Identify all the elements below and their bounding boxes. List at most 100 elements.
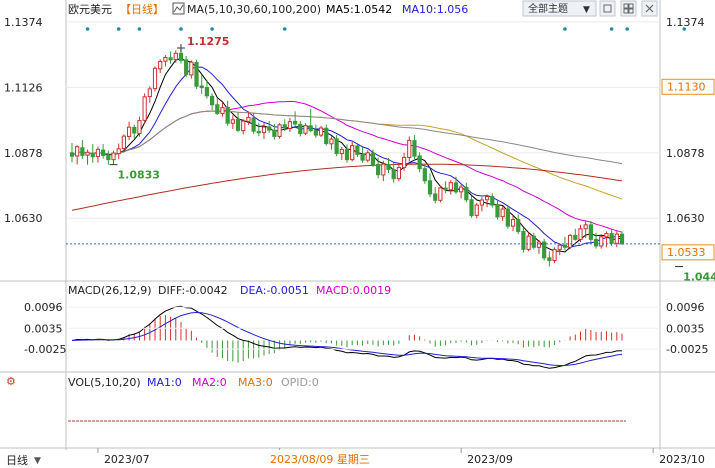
- candle-body: [163, 56, 168, 62]
- candle-body: [267, 126, 272, 131]
- event-marker: [609, 27, 614, 31]
- fullscreen-icon: [603, 4, 612, 13]
- candle-body: [215, 104, 220, 114]
- candle-body: [542, 241, 547, 259]
- candle-body: [184, 59, 189, 75]
- candle-body: [536, 241, 542, 248]
- candle-body: [235, 119, 241, 131]
- candle-body: [272, 129, 277, 137]
- price-tick-right: 1.0878: [666, 147, 705, 160]
- chevron-down-icon: ▼: [583, 5, 590, 15]
- candle-body: [562, 244, 568, 248]
- candle-body: [588, 224, 593, 240]
- fullscreen-button[interactable]: [599, 0, 616, 17]
- candle-body: [126, 126, 132, 137]
- candle-body: [152, 67, 158, 90]
- close-icon: [645, 4, 654, 13]
- candle-body: [443, 187, 448, 191]
- candle-body: [158, 60, 163, 70]
- candle-body: [324, 127, 329, 145]
- macd-diff-value: DIFF:-0.0042: [158, 284, 228, 297]
- chevron-down-icon[interactable]: ▼: [34, 456, 41, 466]
- price-annotations: 1.1275 1.0833 1.0447: [109, 35, 715, 284]
- candle-body: [95, 148, 101, 157]
- crosshair-date-box: [268, 450, 374, 466]
- theme-dropdown[interactable]: [522, 0, 597, 17]
- candle-body: [479, 199, 485, 206]
- candle-body: [132, 126, 137, 134]
- vol-opid: OPID:0: [281, 376, 319, 389]
- candle-body: [578, 228, 583, 240]
- candle-body: [303, 125, 308, 134]
- annotation-label: 1.0833: [118, 169, 160, 182]
- ma5-value: MA5:1.0542: [326, 3, 392, 16]
- candle-body: [557, 244, 562, 250]
- candle-body: [459, 186, 464, 193]
- highlight-price-value: 1.1130: [667, 80, 706, 93]
- candle-body: [137, 120, 142, 135]
- candle-body: [85, 151, 90, 156]
- period-label[interactable]: 【日线】: [120, 2, 164, 16]
- candle-body: [318, 127, 324, 136]
- candle-body: [412, 140, 417, 157]
- candle-body: [593, 238, 599, 247]
- event-markers: [85, 27, 687, 31]
- event-marker: [116, 27, 121, 31]
- candle-body: [484, 196, 490, 201]
- grid-icon: [623, 3, 634, 14]
- event-marker: [625, 27, 629, 31]
- candle-body: [401, 157, 407, 169]
- event-marker: [682, 27, 687, 31]
- event-marker: [563, 27, 567, 31]
- candle-body: [313, 130, 318, 136]
- candle-body: [407, 139, 412, 159]
- candle-body: [396, 167, 401, 180]
- candle-body: [370, 152, 376, 166]
- macd-histogram-value: MACD:0.0019: [316, 284, 391, 297]
- event-marker: [137, 27, 142, 31]
- event-marker: [179, 27, 183, 31]
- vol-ma2: MA2:0: [192, 376, 227, 389]
- candle-body: [609, 233, 614, 244]
- price-tick-left: 1.0878: [4, 147, 43, 160]
- annotation-label: 1.0447: [683, 271, 715, 284]
- candle-body: [505, 208, 510, 227]
- candle-body: [547, 257, 552, 261]
- ma10-line: [71, 66, 623, 248]
- settings-gear-icon[interactable]: ⚙: [6, 375, 16, 388]
- price-tick-left: 1.1126: [4, 81, 43, 94]
- symbol-name: 欧元美元: [68, 3, 112, 16]
- side-period-label[interactable]: 日线: [6, 453, 28, 467]
- price-tick-left: 1.1374: [4, 16, 43, 29]
- candle-body: [75, 146, 80, 157]
- event-marker: [85, 27, 90, 31]
- time-tick-label: 2023/07: [104, 453, 150, 466]
- candle-body: [510, 219, 516, 227]
- current-price-tag: [661, 244, 715, 261]
- candle-body: [391, 169, 396, 180]
- ma-toggle-glyph-icon: [173, 4, 184, 13]
- candle-body: [287, 121, 293, 130]
- time-tick-label: 2023/09: [467, 453, 513, 466]
- candle-body: [516, 219, 521, 232]
- candle-body: [344, 149, 350, 161]
- candle-body: [568, 234, 573, 248]
- candle-body: [251, 117, 256, 132]
- candle-body: [464, 186, 469, 201]
- price-tick-left: 1.0630: [4, 212, 43, 225]
- candle-body: [173, 52, 178, 61]
- candle-body: [225, 106, 230, 124]
- candle-body: [433, 193, 438, 201]
- candle-body: [438, 187, 443, 201]
- candle-body: [293, 120, 298, 125]
- candle-body: [614, 233, 619, 244]
- candle-body: [147, 88, 152, 98]
- event-marker: [210, 27, 214, 31]
- candle-body: [199, 85, 204, 89]
- candle-body: [334, 138, 339, 155]
- candle-body: [500, 208, 505, 218]
- candle-body: [106, 154, 111, 161]
- candle-body: [573, 234, 578, 240]
- candle-body: [552, 248, 557, 261]
